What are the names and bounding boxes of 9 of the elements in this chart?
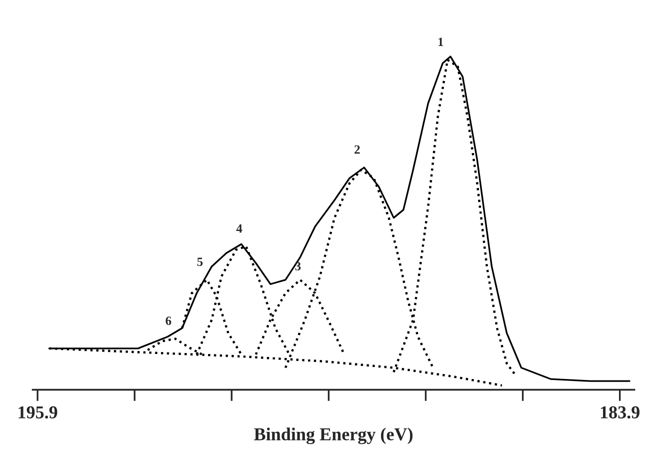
annotation: 1 (438, 38, 444, 46)
x-tick-label: 195.9 (18, 406, 58, 419)
annotation: 3 (295, 262, 301, 270)
annotation: 4 (236, 224, 242, 233)
annotation: 6 (166, 316, 172, 326)
annotation: 2 (354, 145, 360, 154)
x-axis-title: Binding Energy (eV) (254, 428, 412, 444)
x-tick-label: 183.9 (600, 406, 640, 419)
annotation: 5 (197, 258, 203, 266)
